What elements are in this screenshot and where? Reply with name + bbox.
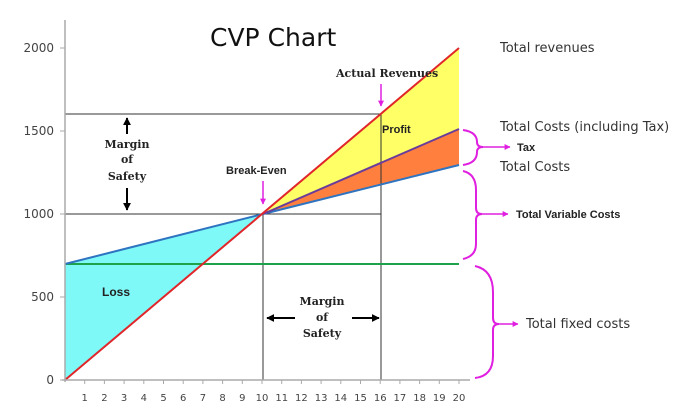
mos-vertical-line2: of	[121, 153, 134, 166]
x-tick-label: 5	[160, 393, 166, 404]
x-tick-label: 12	[295, 393, 308, 404]
y-tick-label: 2000	[23, 41, 54, 55]
mos-horizontal-line1: Margin	[300, 295, 345, 308]
chart-title: CVP Chart	[210, 23, 336, 52]
x-ticks: 1 2 3 4 5 6 7 8 9 10 11 12 13 14 15 16 17 18 19 20	[82, 380, 466, 404]
total-revenues-label: Total revenues	[499, 41, 595, 56]
y-tick-label: 500	[31, 290, 54, 304]
x-tick-label: 8	[219, 393, 225, 404]
total-fixed-costs-label: Total fixed costs	[525, 317, 630, 332]
mos-horizontal-line2: of	[316, 311, 329, 324]
x-tick-label: 13	[315, 393, 328, 404]
tax-brace-icon	[462, 129, 484, 166]
revenue-line	[64, 47, 460, 381]
x-tick-label: 14	[334, 393, 347, 404]
x-tick-label: 11	[275, 393, 288, 404]
x-tick-label: 1	[82, 393, 88, 404]
total-costs-incl-tax-label: Total Costs (including Tax)	[499, 120, 669, 135]
y-tick-label: 1500	[23, 124, 54, 138]
tax-label: Tax	[517, 142, 536, 154]
total-cost-tax-line	[262, 128, 460, 215]
x-tick-label: 17	[394, 393, 407, 404]
y-tick-label: 1000	[23, 207, 54, 221]
loss-label: Loss	[102, 285, 130, 299]
x-tick-label: 9	[239, 393, 245, 404]
x-tick-label: 4	[141, 393, 147, 404]
break-even-label: Break-Even	[226, 165, 287, 177]
x-tick-label: 7	[200, 393, 206, 404]
mos-vertical-line3: Safety	[108, 170, 147, 183]
x-tick-label: 19	[433, 393, 446, 404]
y-tick-label: 0	[46, 373, 54, 387]
total-costs-label: Total Costs	[499, 160, 570, 175]
actual-revenues-label: Actual Revenues	[335, 67, 438, 80]
x-tick-label: 10	[256, 393, 269, 404]
profit-label: Profit	[382, 124, 411, 136]
mos-vertical-line1: Margin	[105, 138, 150, 151]
total-variable-costs-label: Total Variable Costs	[516, 209, 620, 221]
x-tick-label: 2	[101, 393, 107, 404]
y-ticks: 0 500 1000 1500 2000	[23, 41, 65, 387]
x-tick-label: 3	[121, 393, 127, 404]
x-tick-label: 16	[374, 393, 387, 404]
x-tick-label: 20	[453, 393, 466, 404]
variable-costs-brace-icon	[462, 170, 483, 260]
x-tick-label: 15	[354, 393, 367, 404]
x-tick-label: 6	[180, 393, 186, 404]
mos-horizontal-line3: Safety	[303, 327, 342, 340]
fixed-costs-brace-icon	[474, 265, 500, 379]
x-tick-label: 18	[413, 393, 426, 404]
